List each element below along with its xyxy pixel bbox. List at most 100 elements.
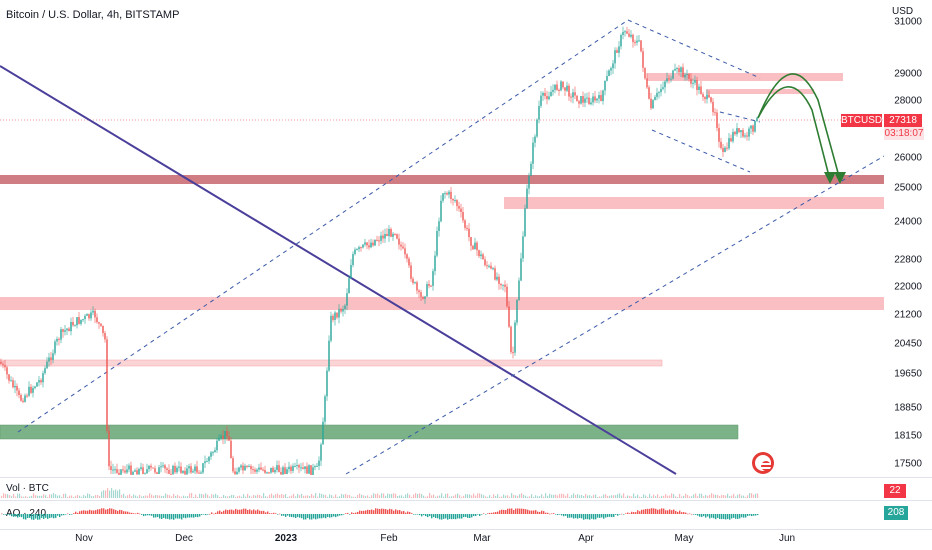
ao-bar xyxy=(619,514,621,515)
channel-lower-line[interactable] xyxy=(345,155,884,475)
volume-bar xyxy=(131,496,133,498)
volume-bar xyxy=(675,496,677,498)
candle-body xyxy=(184,470,186,475)
volume-bar xyxy=(173,493,175,498)
volume-bar xyxy=(537,496,539,498)
ao-bar xyxy=(749,514,751,516)
candle-body xyxy=(686,73,688,75)
volume-bar xyxy=(671,493,673,498)
wedge-lower-line[interactable] xyxy=(651,129,751,173)
pane-separator[interactable] xyxy=(0,477,932,478)
volume-bar xyxy=(577,494,579,498)
candle-body xyxy=(416,282,418,291)
downtrend-line[interactable] xyxy=(0,65,677,475)
candle-body xyxy=(630,34,632,37)
candle-body xyxy=(178,466,180,468)
candle-body xyxy=(606,76,608,81)
volume-bar xyxy=(149,493,151,498)
candle-body xyxy=(754,121,756,132)
volume-bar xyxy=(699,493,701,498)
candle-body xyxy=(182,470,184,473)
ao-bar xyxy=(413,514,415,515)
ao-bar xyxy=(359,510,361,514)
volume-bar xyxy=(609,495,611,498)
candle-body xyxy=(28,386,30,396)
volume-bar xyxy=(633,493,635,498)
volume-bar xyxy=(559,493,561,498)
ao-bar xyxy=(15,514,17,517)
pane-separator[interactable] xyxy=(0,500,932,501)
candle-body xyxy=(110,466,112,470)
volume-bar xyxy=(657,494,659,498)
volume-bar xyxy=(303,495,305,498)
volume-bar xyxy=(375,493,377,498)
ao-bar xyxy=(657,509,659,514)
candle-body xyxy=(14,386,16,388)
candle-body xyxy=(274,469,276,473)
volume-bar xyxy=(19,493,21,498)
wedge-upper-line[interactable] xyxy=(627,19,761,79)
us-flag-icon[interactable] xyxy=(752,452,774,474)
volume-bar xyxy=(17,493,19,498)
candle-body xyxy=(298,465,300,468)
ao-bar xyxy=(687,513,689,515)
candle-body xyxy=(464,220,466,228)
ao-bar xyxy=(381,508,383,514)
candle-body xyxy=(556,84,558,90)
price-chart[interactable] xyxy=(0,0,884,475)
volume-bar xyxy=(445,493,447,498)
candle-body xyxy=(294,465,296,467)
candle-body xyxy=(320,444,322,461)
candle-body xyxy=(362,244,364,248)
ao-bar xyxy=(609,514,611,517)
volume-bar xyxy=(727,493,729,498)
candle-body xyxy=(408,258,410,266)
ao-bar xyxy=(639,511,641,514)
ao-bar xyxy=(203,514,205,515)
candle-body xyxy=(718,127,720,142)
volume-bar xyxy=(81,496,83,498)
ao-bar xyxy=(223,510,225,514)
candle-body xyxy=(52,353,54,360)
symbol-badge: BTCUSD xyxy=(841,114,883,127)
volume-bar xyxy=(29,496,31,498)
candle-body xyxy=(382,235,384,239)
candle-body xyxy=(640,40,642,52)
ao-bar xyxy=(399,510,401,514)
candle-body xyxy=(132,471,134,475)
candle-body xyxy=(602,90,604,102)
volume-bar xyxy=(463,495,465,498)
volume-bar xyxy=(139,494,141,498)
candle-body xyxy=(532,142,534,164)
volume-bar xyxy=(147,495,149,498)
price-axis[interactable]: USD 31000 29000 28000 26000 25000 24000 … xyxy=(884,0,932,475)
volume-bar xyxy=(555,494,557,498)
volume-bar xyxy=(449,496,451,498)
candle-body xyxy=(664,81,666,88)
volume-bar xyxy=(371,495,373,498)
candle-body xyxy=(0,362,2,364)
volume-bar xyxy=(197,496,199,498)
channel-upper-line[interactable] xyxy=(17,19,629,433)
volume-bar xyxy=(33,493,35,498)
ao-bar xyxy=(63,514,65,516)
price-tick: 20450 xyxy=(894,338,922,350)
candle-body xyxy=(462,211,464,221)
ao-bar xyxy=(479,514,481,516)
candle-body xyxy=(624,31,626,33)
ao-bar xyxy=(195,514,197,517)
candle-body xyxy=(292,465,294,471)
wedge-mid-line[interactable] xyxy=(719,111,761,123)
ao-bar xyxy=(421,514,423,517)
ao-bar xyxy=(689,513,691,515)
volume-bar xyxy=(377,493,379,498)
volume-bar xyxy=(101,491,103,498)
candle-body xyxy=(634,42,636,44)
candle-body xyxy=(124,470,126,473)
volume-bar xyxy=(111,488,113,498)
candle-body xyxy=(92,310,94,313)
candle-body xyxy=(438,221,440,231)
ao-bar xyxy=(151,514,153,516)
volume-bar xyxy=(153,495,155,498)
